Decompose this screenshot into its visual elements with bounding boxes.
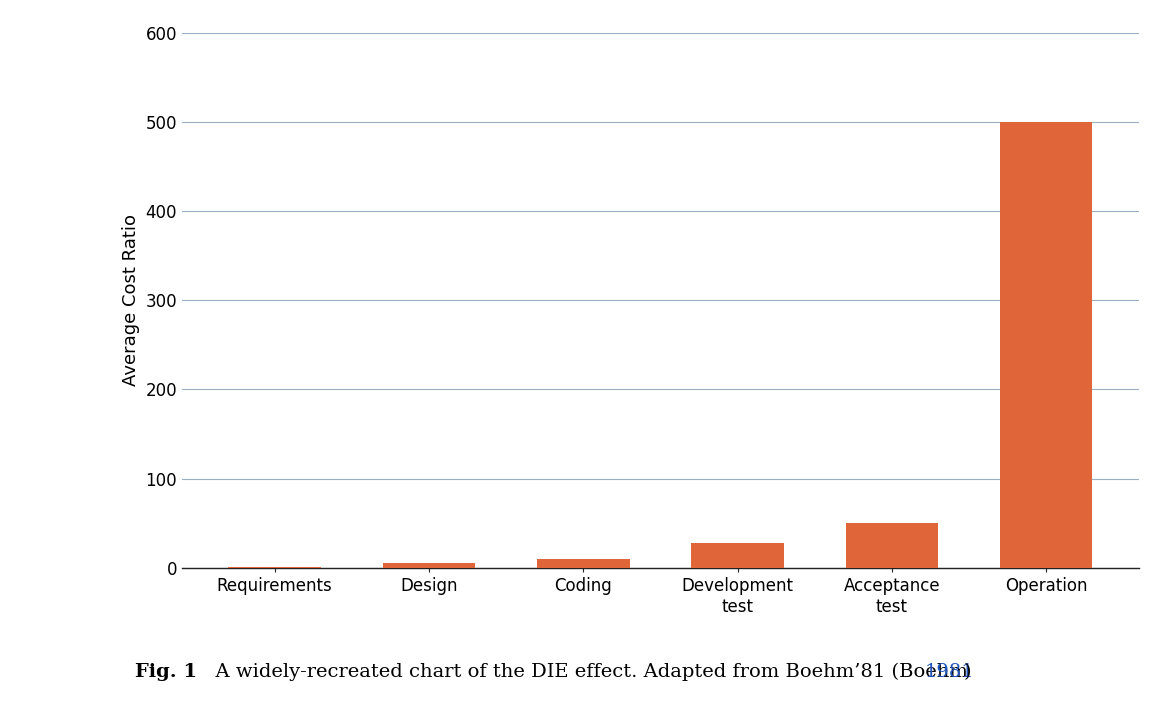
Text: Fig. 1: Fig. 1: [135, 663, 197, 681]
Text: A widely-recreated chart of the DIE effect. Adapted from Boehm’81 (Boehm: A widely-recreated chart of the DIE effe…: [203, 662, 974, 681]
Bar: [228, 567, 321, 568]
Text: ): ): [964, 663, 971, 681]
Text: 1981: 1981: [925, 663, 974, 681]
Bar: [845, 523, 938, 568]
Bar: [1000, 122, 1093, 568]
Y-axis label: Average Cost Ratio: Average Cost Ratio: [122, 214, 140, 387]
Bar: [691, 543, 784, 568]
Bar: [537, 559, 629, 568]
Bar: [383, 563, 475, 568]
